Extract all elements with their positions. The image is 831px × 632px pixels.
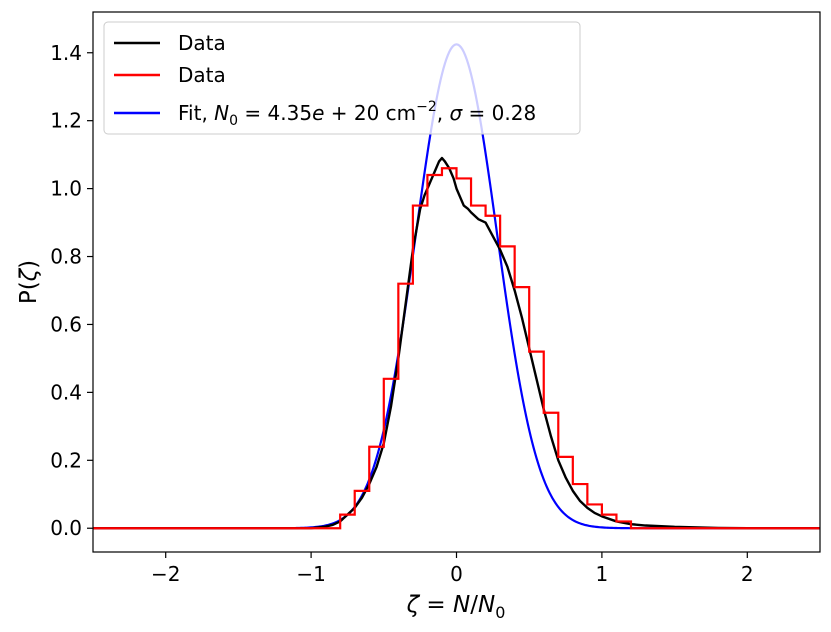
legend-label-fit: Fit, N0 = 4.35e + 20 cm−2, σ = 0.28 xyxy=(178,99,536,129)
x-axis: −2 −1 0 1 2 xyxy=(151,552,754,586)
x-axis-label: ζ = N/N0 xyxy=(406,592,506,622)
y-tick-label: 0.4 xyxy=(50,380,82,404)
y-tick-label: 0.6 xyxy=(50,312,82,336)
y-axis-label: P(ζ) xyxy=(16,260,42,304)
y-tick-label: 1.2 xyxy=(50,109,82,133)
series-data-black-line xyxy=(93,156,820,530)
y-tick-label: 0.0 xyxy=(50,516,82,540)
legend-box xyxy=(103,21,581,135)
legend-label-data-black: Data xyxy=(178,31,226,55)
y-tick-label: 1.4 xyxy=(50,41,82,65)
legend-label-data-red: Data xyxy=(178,63,226,87)
x-tick-label: −2 xyxy=(151,562,180,586)
x-tick-label: 2 xyxy=(741,562,754,586)
y-axis: 0.0 0.2 0.4 0.6 0.8 1.0 1.2 1.4 xyxy=(50,41,93,540)
y-tick-label: 0.2 xyxy=(50,448,82,472)
y-tick-label: 0.8 xyxy=(50,245,82,269)
x-tick-label: 1 xyxy=(596,562,609,586)
series-data-red-step xyxy=(93,167,820,530)
legend: Data Data Fit, N0 = 4.35e + 20 cm−2, σ =… xyxy=(103,21,581,135)
x-tick-label: 0 xyxy=(450,562,463,586)
y-tick-label: 1.0 xyxy=(50,177,82,201)
x-tick-label: −1 xyxy=(296,562,325,586)
